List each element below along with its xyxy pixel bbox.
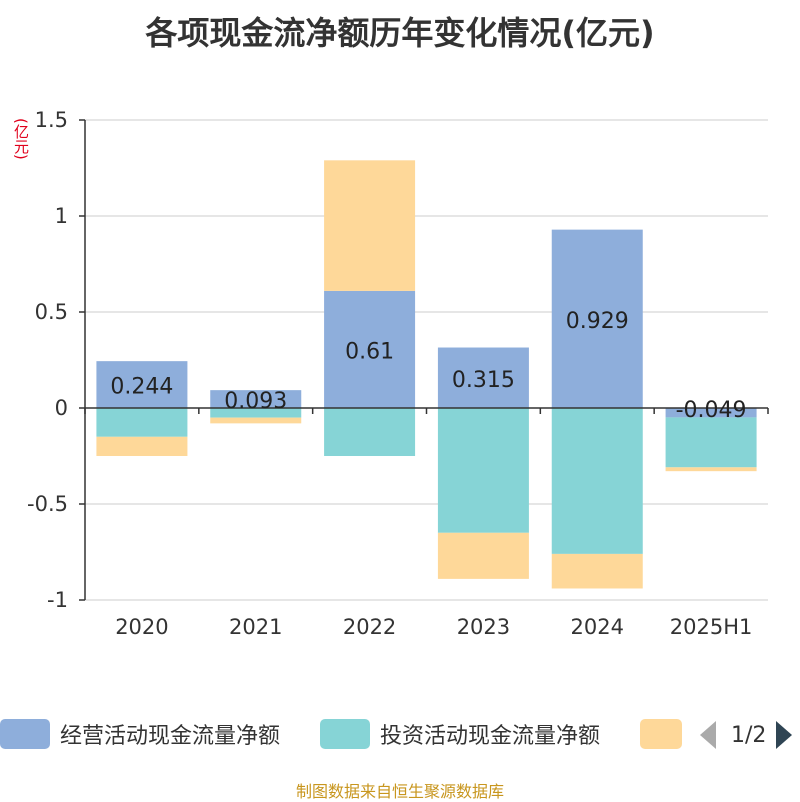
bar-1-2021 — [210, 408, 302, 418]
bars — [96, 160, 757, 589]
bar-0-2024 — [551, 229, 643, 408]
chart-title: 各项现金流净额历年变化情况(亿元) — [145, 14, 655, 52]
legend-swatch-investing — [320, 719, 370, 749]
y-tick-label: -0.5 — [27, 492, 68, 516]
x-tick-label: 2022 — [343, 615, 396, 639]
bar-2-2021 — [210, 417, 302, 424]
bar-2-2023 — [437, 532, 529, 579]
y-tick-label: 0 — [55, 396, 68, 420]
bar-0-2023 — [437, 347, 529, 408]
bar-2-2024 — [551, 553, 643, 589]
bar-0-2022 — [324, 290, 416, 408]
bar-1-2020 — [96, 408, 188, 437]
axes: 1.5 1 0.5 0 -0.5 -1 2020 2021 2022 2023 2024 2025H1 — [27, 108, 769, 639]
legend-prev-arrow-icon[interactable] — [700, 721, 716, 749]
bar-0-2020 — [96, 361, 188, 408]
legend-label-operating: 经营活动现金流量净额 — [60, 724, 281, 749]
legend-item-financing[interactable] — [640, 716, 682, 752]
data-label: 0.093 — [224, 389, 287, 414]
x-tick-label: 2023 — [457, 615, 510, 639]
legend-item-investing[interactable]: 投资活动现金流量净额 — [320, 716, 600, 752]
data-label: 0.315 — [452, 368, 515, 393]
data-source-note: 制图数据来自恒生聚源数据库 — [295, 782, 504, 801]
legend-swatch-operating — [0, 719, 50, 749]
bar-2-2020 — [96, 436, 188, 456]
legend-label-investing: 投资活动现金流量净额 — [380, 724, 601, 749]
legend-pager: 1/2 — [700, 718, 800, 752]
grid-lines — [85, 119, 768, 601]
bar-2-2022 — [324, 160, 416, 291]
bar-2-2025H1 — [665, 467, 757, 472]
x-tick-label: 2021 — [229, 615, 282, 639]
y-tick-label: 0.5 — [35, 300, 68, 324]
y-tick-label: -1 — [47, 588, 68, 612]
y-axis-unit-label: (亿元) — [12, 118, 30, 160]
x-tick-label: 2025H1 — [670, 615, 753, 639]
bar-1-2022 — [324, 408, 416, 456]
x-tick-label: 2024 — [571, 615, 624, 639]
y-tick-label: 1.5 — [35, 108, 68, 132]
bar-0-2025H1 — [665, 408, 757, 418]
x-tick-label: 2020 — [115, 615, 168, 639]
bar-1-2024 — [551, 408, 643, 554]
bar-0-2021 — [210, 390, 302, 408]
bar-1-2023 — [437, 408, 529, 533]
data-label: -0.049 — [676, 398, 747, 423]
legend-next-arrow-icon[interactable] — [776, 721, 793, 749]
data-label: 0.929 — [566, 309, 629, 334]
data-label: 0.61 — [345, 339, 394, 364]
data-labels: 0.244 0.093 0.61 0.315 0.929 -0.049 — [110, 309, 746, 423]
bar-1-2025H1 — [665, 417, 757, 468]
legend-swatch-financing — [640, 719, 682, 749]
legend: 经营活动现金流量净额 投资活动现金流量净额 — [0, 716, 800, 756]
legend-item-operating[interactable]: 经营活动现金流量净额 — [0, 716, 280, 752]
data-label: 0.244 — [110, 375, 173, 400]
legend-page-indicator: 1/2 — [731, 722, 767, 748]
y-tick-label: 1 — [55, 204, 68, 228]
